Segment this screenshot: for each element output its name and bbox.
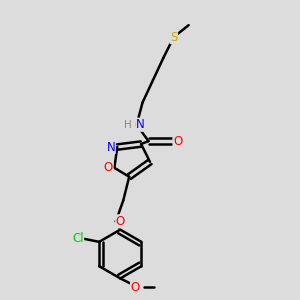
Text: H: H	[124, 120, 132, 130]
Text: O: O	[130, 281, 140, 294]
Text: N: N	[106, 140, 115, 154]
Text: Cl: Cl	[72, 232, 84, 245]
Text: O: O	[104, 161, 113, 174]
Text: O: O	[173, 135, 182, 148]
Text: O: O	[116, 215, 125, 228]
Text: N: N	[136, 118, 145, 131]
Text: S: S	[170, 31, 178, 44]
